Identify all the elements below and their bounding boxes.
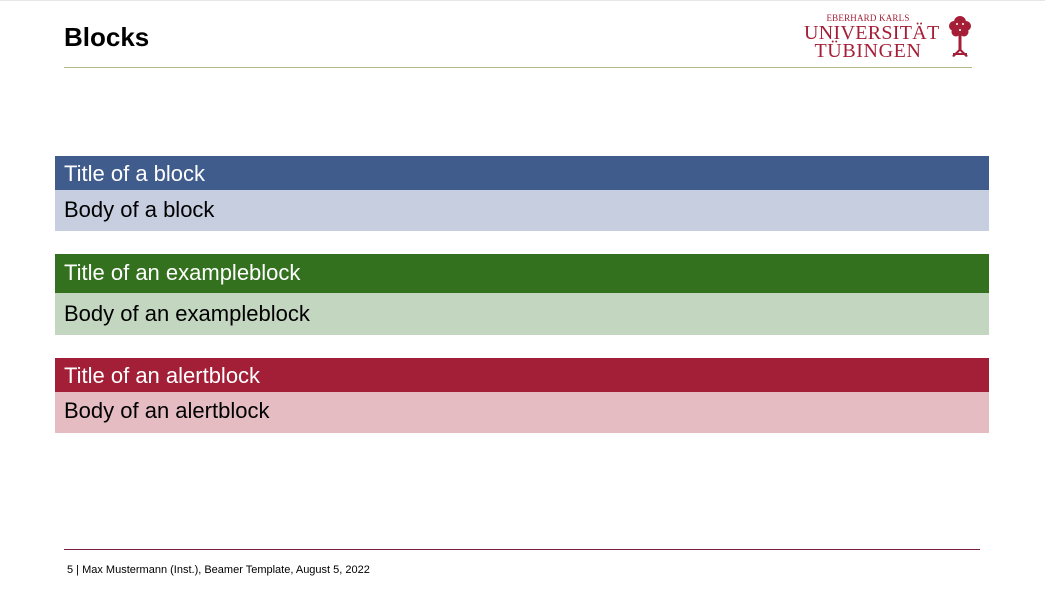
logo-line-1: EBERHARD KARLS: [826, 13, 910, 23]
alertblock-body: Body of an alertblock: [55, 392, 989, 433]
block-example: Title of an exampleblock Body of an exam…: [55, 254, 989, 335]
header-rule: [64, 67, 972, 68]
block-title: Title of a block: [55, 156, 989, 190]
alertblock-title: Title of an alertblock: [55, 358, 989, 392]
frame-title: Blocks: [64, 22, 150, 52]
footer-text: 5 | Max Mustermann (Inst.), Beamer Templ…: [67, 564, 370, 576]
palm-tree-seal-icon: [949, 16, 971, 57]
block-standard: Title of a block Body of a block: [55, 156, 989, 231]
top-border: [0, 0, 1045, 1]
exampleblock-title: Title of an exampleblock: [55, 254, 989, 293]
block-alert: Title of an alertblock Body of an alertb…: [55, 358, 989, 433]
footer-rule: [64, 549, 980, 550]
university-logo: EBERHARD KARLS UNIVERSITÄT TÜBINGEN: [800, 12, 980, 62]
block-body: Body of a block: [55, 190, 989, 231]
logo-line-2: UNIVERSITÄT: [804, 22, 940, 44]
logo-line-3: TÜBINGEN: [814, 40, 922, 62]
logo-wordmark: EBERHARD KARLS UNIVERSITÄT TÜBINGEN: [804, 12, 940, 62]
exampleblock-body: Body of an exampleblock: [55, 293, 989, 335]
